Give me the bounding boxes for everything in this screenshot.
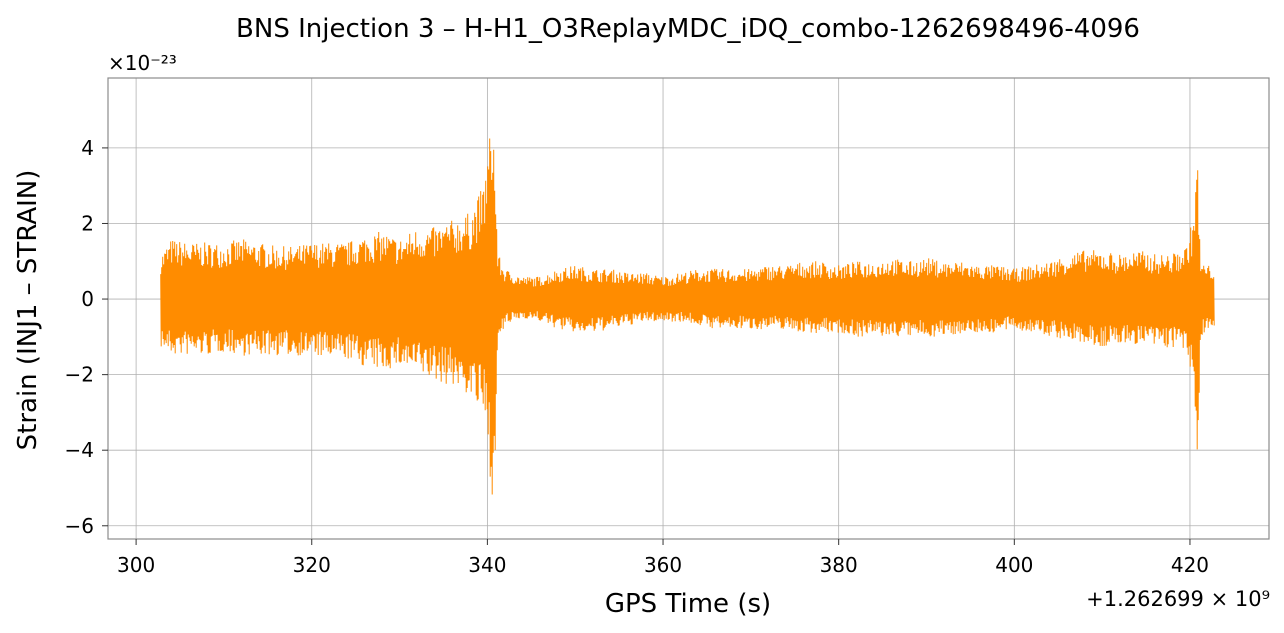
x-tick-label: 320 xyxy=(293,553,331,577)
y-tick-label: −2 xyxy=(65,363,94,387)
y-tick-label: −4 xyxy=(65,438,94,462)
x-axis-label: GPS Time (s) xyxy=(605,589,771,619)
y-multiplier-label: ×10⁻²³ xyxy=(108,51,177,75)
x-tick-label: 420 xyxy=(1171,553,1209,577)
y-tick-label: 0 xyxy=(81,287,94,311)
chart-title: BNS Injection 3 – H-H1_O3ReplayMDC_iDQ_c… xyxy=(236,14,1140,44)
x-tick-label: 300 xyxy=(117,553,155,577)
x-tick-label: 400 xyxy=(995,553,1033,577)
x-tick-label: 360 xyxy=(644,553,682,577)
y-tick-label: 4 xyxy=(81,136,94,160)
y-tick-label: −6 xyxy=(65,514,94,538)
x-tick-label: 380 xyxy=(820,553,858,577)
y-tick-label: 2 xyxy=(81,211,94,235)
x-axis: 300 320 340 360 380 400 420 xyxy=(117,539,1209,577)
axes-frame xyxy=(107,77,1270,540)
y-axis: −6 −4 −2 0 2 4 xyxy=(65,136,108,538)
x-offset-label: +1.262699 × 10⁹ xyxy=(1086,587,1270,611)
strain-signal-line xyxy=(160,138,1215,495)
x-tick-label: 340 xyxy=(468,553,506,577)
plot-area xyxy=(160,138,1215,495)
y-axis-label: Strain (INJ1 – STRAIN) xyxy=(13,170,43,451)
